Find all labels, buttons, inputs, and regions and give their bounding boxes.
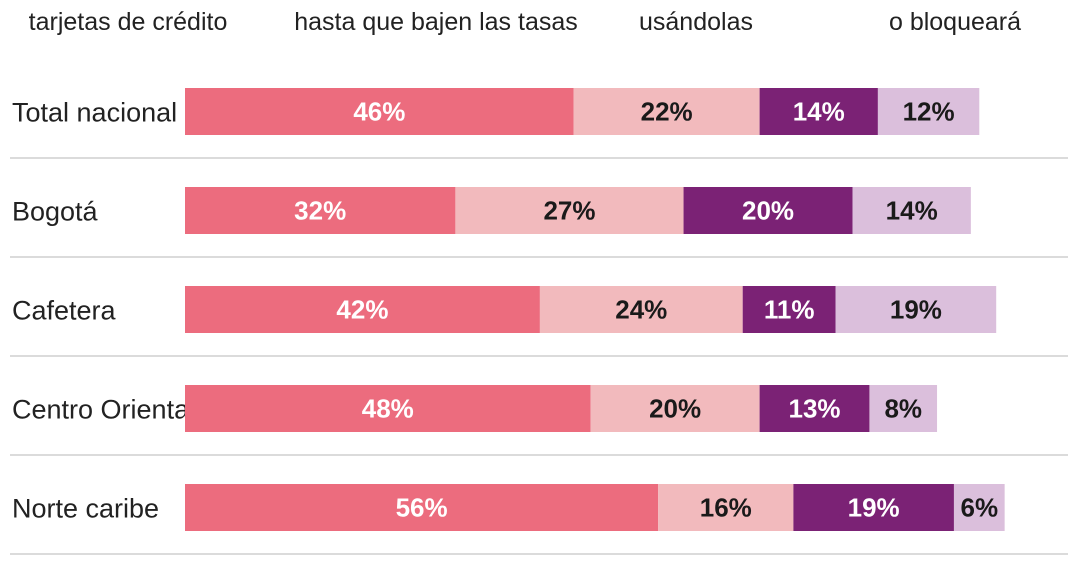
data-label: 32% <box>294 196 346 226</box>
data-label: 22% <box>641 97 693 127</box>
legend-headers: tarjetas de crédito hasta que bajen las t… <box>29 8 1021 36</box>
bar-segment-2 <box>539 286 743 333</box>
data-label: 56% <box>396 493 448 523</box>
category-label: Centro Oriental <box>12 395 195 425</box>
bar-segment-2 <box>573 88 760 135</box>
data-label: 48% <box>362 394 414 424</box>
chart-row: Total nacional 46% 22% 14% 12% <box>10 88 1068 159</box>
bar-segment-3 <box>742 286 836 333</box>
bar-segment-2 <box>590 385 760 432</box>
data-label: 11% <box>764 295 815 325</box>
data-label: 12% <box>903 97 955 127</box>
bar-segment-4 <box>835 286 997 333</box>
data-label: 19% <box>848 493 900 523</box>
data-label: 13% <box>789 394 841 424</box>
category-label: Cafetera <box>12 296 117 326</box>
data-label: 46% <box>353 97 405 127</box>
data-label: 14% <box>886 196 938 226</box>
data-label: 20% <box>649 394 701 424</box>
chart-rows: Total nacional 46% 22% 14% 12% Bogotá 32% 27% 20… <box>10 88 1068 555</box>
data-label: 6% <box>961 493 999 523</box>
data-label: 8% <box>884 394 922 424</box>
bar-segment-4 <box>869 385 938 432</box>
bar-segment-3 <box>759 88 878 135</box>
bar-segment-1 <box>185 484 659 531</box>
bar-segment-1 <box>185 88 574 135</box>
data-label: 20% <box>742 196 794 226</box>
chart-row: Bogotá 32% 27% 20% 14% <box>10 187 1068 258</box>
bar-segment-4 <box>852 187 971 234</box>
data-label: 27% <box>543 196 595 226</box>
data-label: 16% <box>700 493 752 523</box>
category-label: Total nacional <box>12 98 177 128</box>
data-label: 19% <box>890 295 942 325</box>
legend-header-4: o bloqueará <box>889 8 1021 36</box>
bar-segment-2 <box>658 484 794 531</box>
chart-row: Centro Oriental 48% 20% 13% 8% <box>10 385 1068 456</box>
category-label: Norte caribe <box>12 494 159 524</box>
legend-header-1: tarjetas de crédito <box>29 8 228 36</box>
chart-row: Cafetera 42% 24% 11% 19% <box>10 286 1068 357</box>
bar-segment-3 <box>683 187 853 234</box>
legend-header-3: usándolas <box>639 8 753 36</box>
chart-row: Norte caribe 56% 16% 19% 6% <box>10 484 1068 555</box>
data-label: 24% <box>615 295 667 325</box>
data-label: 14% <box>793 97 845 127</box>
bar-segment-1 <box>185 385 591 432</box>
bar-segment-4 <box>953 484 1005 531</box>
bar-segment-4 <box>877 88 980 135</box>
data-label: 42% <box>336 295 388 325</box>
bar-segment-1 <box>185 286 540 333</box>
bar-segment-3 <box>793 484 954 531</box>
bar-segment-3 <box>759 385 870 432</box>
bar-segment-1 <box>185 187 456 234</box>
bar-segment-2 <box>455 187 684 234</box>
legend-header-2: hasta que bajen las tasas <box>294 8 578 36</box>
category-label: Bogotá <box>12 197 99 227</box>
